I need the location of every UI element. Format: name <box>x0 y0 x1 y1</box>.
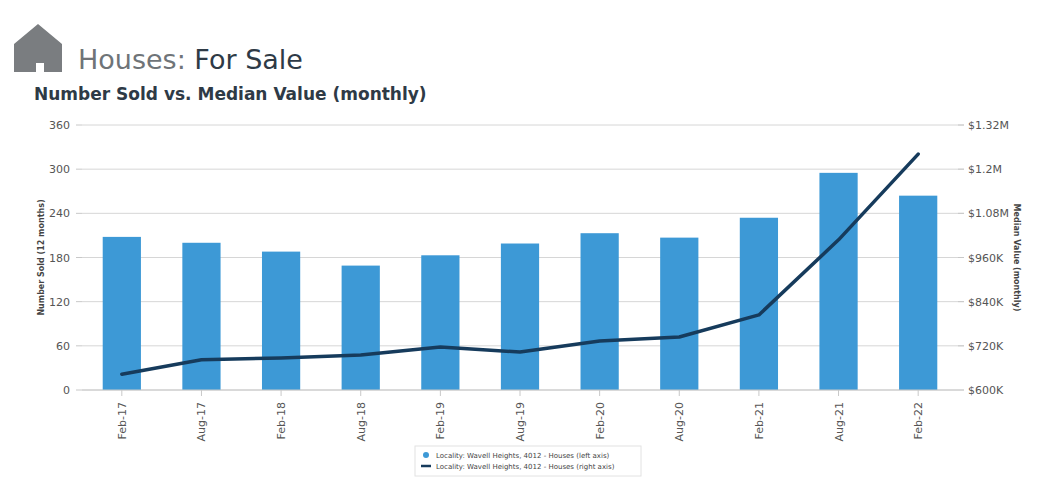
y2-tick-label: $960K <box>968 252 1004 265</box>
x-tick <box>281 390 282 396</box>
x-tick-label: Aug-18 <box>355 402 368 441</box>
y-tick <box>76 257 82 258</box>
grid-line <box>82 125 964 126</box>
y-tick <box>76 301 82 302</box>
y-tick-label: 300 <box>49 163 70 176</box>
y2-tick <box>958 257 964 258</box>
y-tick-label: 120 <box>49 296 70 309</box>
x-tick-label: Feb-18 <box>275 402 288 439</box>
y2-tick <box>958 169 964 170</box>
legend-box <box>415 446 641 476</box>
bar <box>899 196 937 390</box>
y-tick <box>76 345 82 346</box>
marks <box>103 154 938 390</box>
chart: Houses: For Sale Number Sold vs. Median V… <box>0 0 1050 487</box>
y2-tick-label: $840K <box>968 296 1004 309</box>
title-part: Houses: <box>78 44 194 75</box>
legend-label: Locality: Wavell Heights, 4012 - Houses … <box>436 463 615 471</box>
y2-tick <box>958 390 964 391</box>
grid-line <box>82 390 964 391</box>
bar <box>660 238 698 390</box>
y2-tick <box>958 345 964 346</box>
legend-label: Locality: Wavell Heights, 4012 - Houses … <box>436 452 610 460</box>
x-tick-label: Aug-17 <box>195 402 208 441</box>
x-tick-label: Feb-19 <box>434 402 447 439</box>
x-tick-label: Feb-17 <box>116 402 129 439</box>
legend-swatch <box>423 452 429 458</box>
y2-tick-label: $600K <box>968 384 1004 397</box>
x-tick <box>520 390 521 396</box>
y-tick <box>76 169 82 170</box>
y2-tick-label: $1.32M <box>968 119 1009 132</box>
bar <box>819 173 857 390</box>
bar <box>103 237 141 390</box>
bar <box>421 255 459 390</box>
grid-line <box>82 169 964 170</box>
house-icon <box>14 24 62 72</box>
y-tick <box>76 125 82 126</box>
x-tick-label: Feb-21 <box>753 402 766 439</box>
y-tick <box>76 390 82 391</box>
y-tick-label: 0 <box>63 384 70 397</box>
bar <box>262 252 300 390</box>
line <box>122 154 918 374</box>
y2-tick-label: $720K <box>968 340 1004 353</box>
bar <box>342 266 380 390</box>
y-tick <box>76 213 82 214</box>
y-tick-label: 240 <box>49 207 70 220</box>
x-tick <box>679 390 680 396</box>
y-axis-label: Number Sold (12 months) <box>37 199 46 315</box>
y2-tick-label: $1.2M <box>968 163 1002 176</box>
bar <box>182 243 220 390</box>
x-tick-label: Feb-22 <box>912 402 925 439</box>
x-tick <box>121 390 122 396</box>
x-tick <box>360 390 361 396</box>
y2-tick-label: $1.08M <box>968 207 1009 220</box>
y2-tick <box>958 301 964 302</box>
subtitle: Number Sold vs. Median Value (monthly) <box>34 84 427 104</box>
y2-tick <box>958 213 964 214</box>
bar <box>501 244 539 390</box>
x-tick-label: Aug-21 <box>833 402 846 441</box>
y2-axis-label: Median Value (monthly) <box>1012 204 1021 312</box>
x-tick-label: Aug-20 <box>673 402 686 441</box>
x-tick <box>599 390 600 396</box>
legend: Locality: Wavell Heights, 4012 - Houses … <box>415 446 641 476</box>
title-part: For Sale <box>194 44 303 75</box>
x-tick <box>838 390 839 396</box>
y-tick-label: 360 <box>49 119 70 132</box>
x-tick <box>758 390 759 396</box>
bar <box>581 233 619 390</box>
house-door <box>36 63 44 72</box>
title: Houses: For Sale <box>78 44 303 75</box>
y2-tick <box>958 125 964 126</box>
y-tick-label: 60 <box>56 340 70 353</box>
legend-swatch <box>421 465 431 468</box>
x-tick <box>918 390 919 396</box>
y-tick-label: 180 <box>49 252 70 265</box>
x-tick-label: Aug-19 <box>514 402 527 441</box>
x-tick-label: Feb-20 <box>594 402 607 439</box>
x-tick <box>440 390 441 396</box>
x-tick <box>201 390 202 396</box>
